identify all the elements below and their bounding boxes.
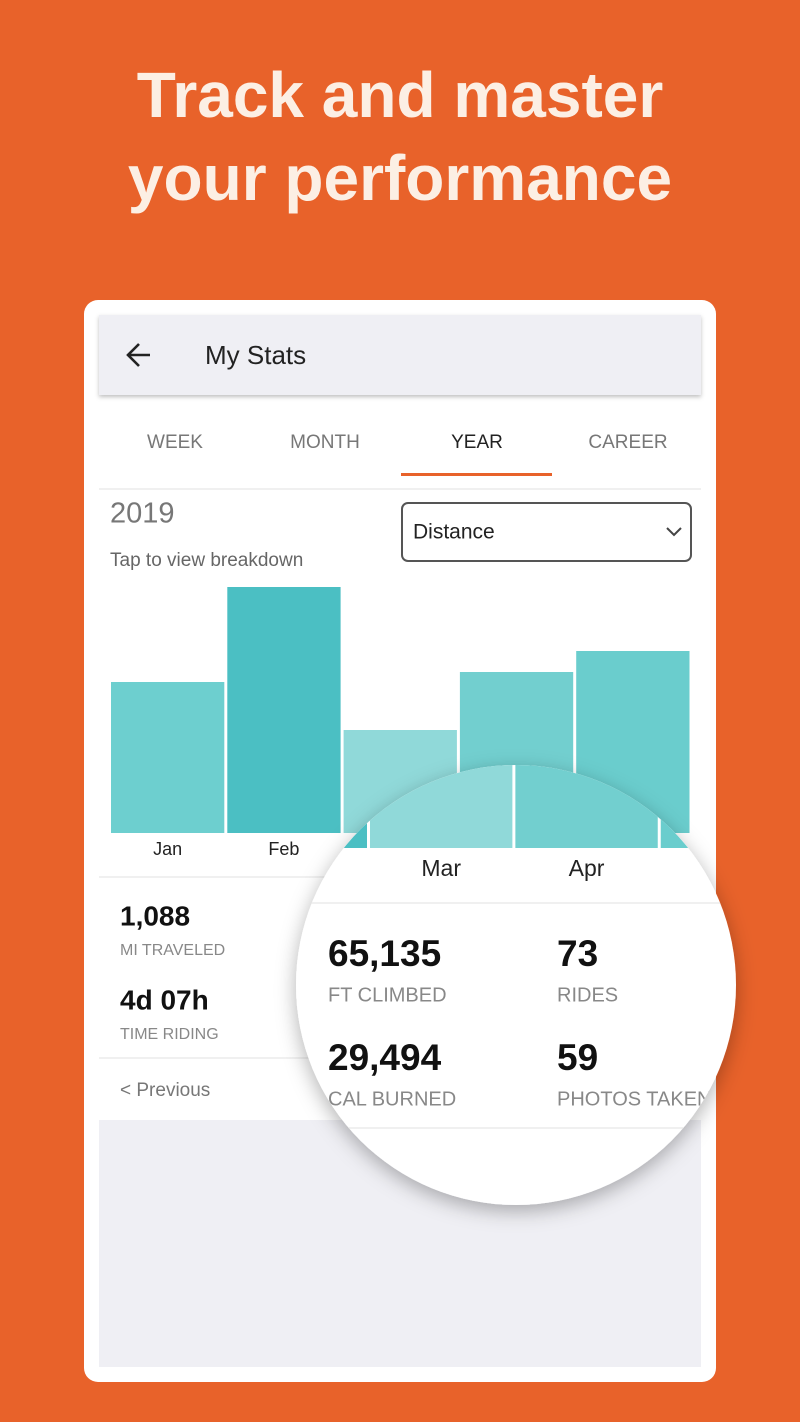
tab[interactable]: CAREER [588, 432, 667, 453]
stat-value: 1,088 [120, 900, 190, 931]
tab[interactable]: WEEK [147, 432, 203, 453]
stat-label: CAL BURNED [328, 1088, 456, 1110]
stat-label: PHOTOS TAKEN [557, 1088, 711, 1110]
stat-label: MI TRAVELED [120, 942, 225, 959]
bar [111, 682, 225, 833]
tab-indicator [401, 473, 552, 476]
tab[interactable]: MONTH [290, 432, 360, 453]
stat-value: 4d 07h [120, 984, 209, 1015]
bar-label: Jan [153, 839, 182, 859]
bar [227, 587, 341, 833]
headline: your performance [128, 142, 672, 214]
previous-button[interactable]: < Previous [120, 1080, 210, 1101]
app-bar [99, 315, 701, 395]
stat-value: 59 [557, 1037, 598, 1078]
dropdown-value: Distance [413, 521, 495, 544]
dropdown[interactable] [401, 502, 692, 562]
stat-value: 73 [557, 933, 598, 974]
bar-label: Feb [268, 839, 299, 859]
tab[interactable]: YEAR [451, 432, 503, 453]
stat-label: RIDES [557, 984, 618, 1006]
dropdown-arrow [666, 527, 682, 537]
headline: Track and master [137, 59, 664, 131]
stat-label: TIME RIDING [120, 1026, 219, 1043]
stat-value: 29,494 [328, 1037, 442, 1078]
bar-label: Mar [421, 855, 461, 881]
stat-label: FT CLIMBED [328, 984, 447, 1006]
magnifier [296, 765, 736, 1205]
bar-label: Apr [569, 855, 605, 881]
back-button[interactable] [126, 343, 150, 367]
hint: Tap to view breakdown [110, 550, 303, 571]
year: 2019 [110, 498, 175, 530]
app-title: My Stats [205, 340, 306, 370]
stat-value: 65,135 [328, 933, 441, 974]
